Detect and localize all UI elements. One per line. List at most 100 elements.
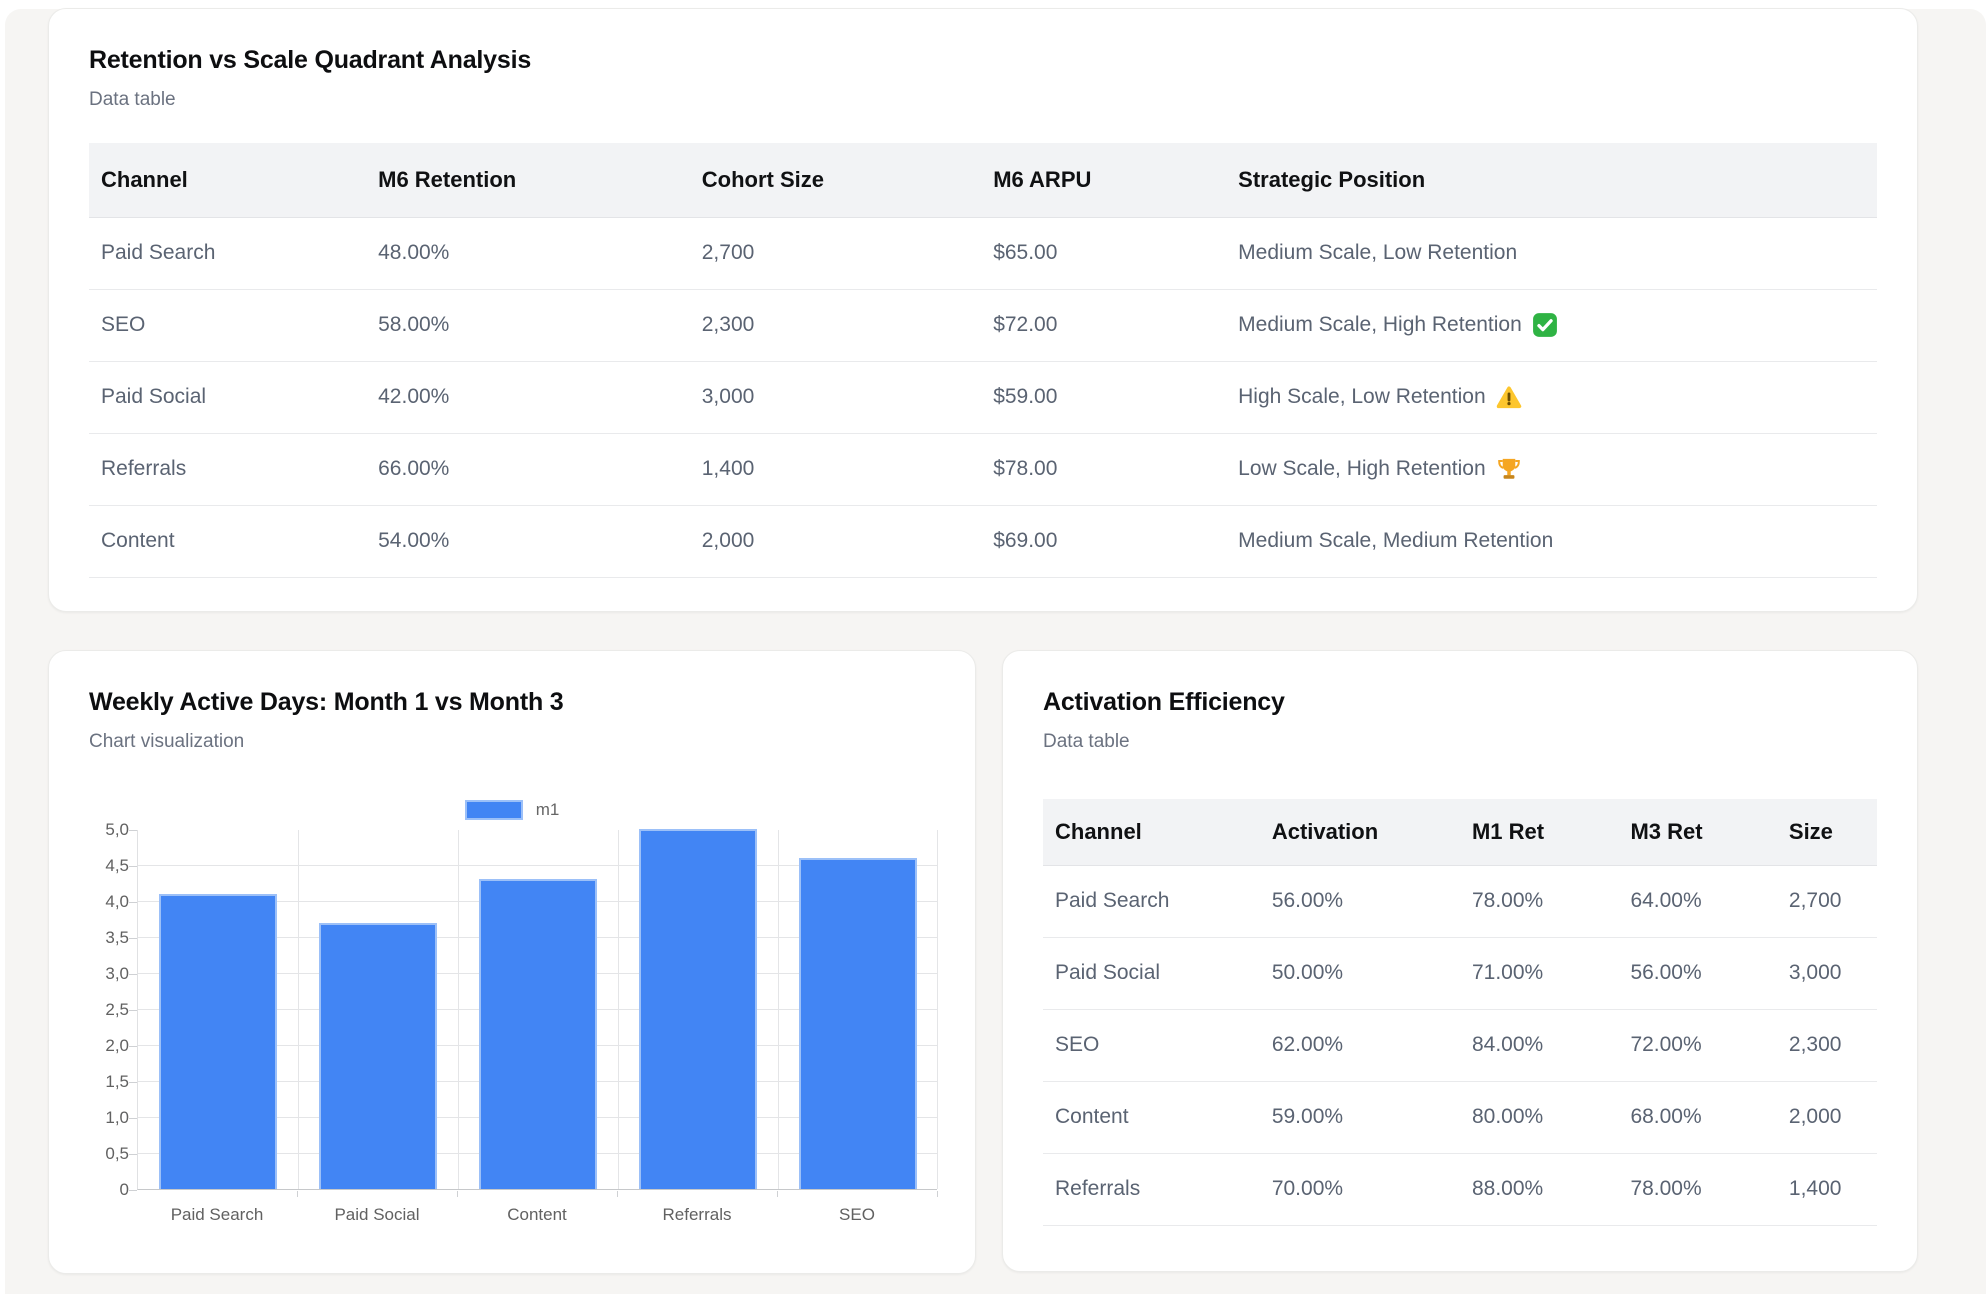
table-cell: SEO bbox=[1043, 1009, 1260, 1082]
column-header: Channel bbox=[89, 143, 367, 217]
y-axis-tick-label: 1,5 bbox=[105, 1072, 129, 1091]
bar-paid-social bbox=[319, 923, 437, 1189]
table-cell: Medium Scale, Low Retention bbox=[1226, 216, 1877, 290]
activation-card-title: Activation Efficiency bbox=[1043, 688, 1285, 716]
table-cell: 2,000 bbox=[1776, 1081, 1877, 1154]
chart-plot-area bbox=[137, 829, 938, 1190]
table-cell: 56.00% bbox=[1618, 937, 1777, 1010]
x-axis-category-label: Referrals bbox=[662, 1205, 732, 1224]
quadrant-card-subtitle: Data table bbox=[89, 89, 176, 110]
column-header: Strategic Position bbox=[1226, 143, 1877, 217]
gridline-horizontal bbox=[138, 865, 937, 866]
y-axis-tick-mark bbox=[129, 830, 137, 831]
table-cell: Medium Scale, High Retention bbox=[1226, 289, 1877, 362]
table-row: SEO 58.00% 2,300 $72.00 Medium Scale, High R… bbox=[89, 289, 1877, 362]
table-header-row: Channel Activation M1 Ret M3 Ret Size bbox=[1043, 799, 1877, 865]
table-cell: 68.00% bbox=[1618, 1081, 1777, 1154]
y-axis-tick-mark bbox=[129, 902, 137, 903]
table-cell: 42.00% bbox=[366, 361, 690, 434]
legend-swatch-m1 bbox=[464, 800, 523, 820]
table-cell: 71.00% bbox=[1459, 937, 1619, 1010]
y-axis-tick-label: 3,5 bbox=[105, 928, 129, 947]
table-cell: 2,700 bbox=[1776, 864, 1877, 938]
table-header-row: Channel M6 Retention Cohort Size M6 ARPU Str… bbox=[89, 143, 1877, 217]
table-cell: 3,000 bbox=[689, 361, 982, 434]
x-axis-tick-mark bbox=[617, 1191, 618, 1197]
table-cell: $69.00 bbox=[981, 505, 1227, 578]
table-cell: 58.00% bbox=[366, 289, 690, 362]
table-cell: 66.00% bbox=[366, 433, 690, 506]
table-cell: 2,700 bbox=[689, 216, 982, 290]
table-cell: Referrals bbox=[89, 433, 367, 506]
table-cell: Paid Social bbox=[89, 361, 367, 434]
y-axis-tick-label: 3,0 bbox=[105, 964, 129, 983]
table-cell: 48.00% bbox=[366, 216, 690, 290]
table-cell: 2,300 bbox=[689, 289, 982, 362]
x-axis-tick-mark bbox=[297, 1191, 298, 1197]
y-axis-tick-mark bbox=[129, 1010, 137, 1011]
table-cell: 72.00% bbox=[1618, 1009, 1777, 1082]
table-row: Paid Social 50.00% 71.00% 56.00% 3,000 bbox=[1043, 937, 1877, 1010]
activation-efficiency-card: Activation Efficiency Data table Channel… bbox=[1002, 650, 1918, 1272]
table-cell: 56.00% bbox=[1259, 864, 1460, 938]
y-axis-tick-label: 0 bbox=[119, 1180, 129, 1199]
chart-legend: m1 bbox=[89, 799, 935, 821]
y-axis-tick-label: 4,5 bbox=[105, 856, 129, 875]
table-cell: 64.00% bbox=[1618, 864, 1777, 938]
table-cell: 1,400 bbox=[1776, 1153, 1877, 1226]
y-axis-tick-label: 2,5 bbox=[105, 1000, 129, 1019]
table-row: SEO 62.00% 84.00% 72.00% 2,300 bbox=[1043, 1009, 1877, 1082]
table-cell: Paid Search bbox=[1043, 864, 1260, 938]
y-axis-tick-mark bbox=[129, 1118, 137, 1119]
table-cell: 2,300 bbox=[1776, 1009, 1877, 1082]
chart-card-subtitle: Chart visualization bbox=[89, 731, 245, 752]
table-cell: Referrals bbox=[1043, 1153, 1260, 1226]
warning-triangle-icon bbox=[1496, 384, 1522, 410]
column-header: Channel bbox=[1043, 799, 1260, 865]
table-cell: 1,400 bbox=[689, 433, 982, 506]
bar-chart: 0 0,5 1,0 1,5 2,0 2,5 3,0 3,5 4,0 4,5 5,0 Paid Sear… bbox=[89, 820, 938, 1242]
activation-card-subtitle: Data table bbox=[1043, 731, 1130, 752]
x-axis-category-label: Content bbox=[507, 1205, 567, 1224]
x-axis-category-label: SEO bbox=[839, 1205, 875, 1224]
bar-seo bbox=[799, 858, 917, 1189]
table-cell: Content bbox=[1043, 1081, 1260, 1154]
y-axis-tick-mark bbox=[129, 1082, 137, 1083]
column-header: Size bbox=[1776, 799, 1877, 865]
column-header: M3 Ret bbox=[1618, 799, 1777, 865]
y-axis-tick-label: 1,0 bbox=[105, 1108, 129, 1127]
table-cell: 62.00% bbox=[1259, 1009, 1460, 1082]
y-axis-tick-mark bbox=[129, 866, 137, 867]
table-cell: $78.00 bbox=[981, 433, 1227, 506]
column-header: M6 ARPU bbox=[981, 143, 1227, 217]
y-axis-tick-mark bbox=[129, 974, 137, 975]
activation-table: Channel Activation M1 Ret M3 Ret Size Paid Se… bbox=[1043, 799, 1877, 1226]
table-cell: 78.00% bbox=[1459, 864, 1619, 938]
bar-content bbox=[479, 879, 597, 1189]
x-axis-tick-mark bbox=[777, 1191, 778, 1197]
quadrant-analysis-card: Retention vs Scale Quadrant Analysis Dat… bbox=[48, 8, 1918, 612]
quadrant-card-title: Retention vs Scale Quadrant Analysis bbox=[89, 46, 532, 74]
strategic-position-text: Low Scale, High Retention bbox=[1238, 457, 1486, 480]
column-header: M1 Ret bbox=[1459, 799, 1619, 865]
table-cell: 59.00% bbox=[1259, 1081, 1460, 1154]
gridline-vertical bbox=[778, 830, 779, 1189]
table-cell: SEO bbox=[89, 289, 367, 362]
table-cell: 84.00% bbox=[1459, 1009, 1619, 1082]
table-cell: Paid Search bbox=[89, 216, 367, 290]
table-row: Paid Search 48.00% 2,700 $65.00 Medium Scale… bbox=[89, 216, 1877, 290]
chart-card-title: Weekly Active Days: Month 1 vs Month 3 bbox=[89, 688, 564, 716]
y-axis-tick-label: 2,0 bbox=[105, 1036, 129, 1055]
table-row: Referrals 66.00% 1,400 $78.00 Low Scale, Hig… bbox=[89, 433, 1877, 506]
strategic-position-text: High Scale, Low Retention bbox=[1238, 385, 1486, 408]
x-axis-category-label: Paid Search bbox=[170, 1205, 264, 1224]
x-axis-tick-mark bbox=[937, 1191, 938, 1197]
table-cell: Low Scale, High Retention bbox=[1226, 433, 1877, 506]
table-cell: High Scale, Low Retention bbox=[1226, 361, 1877, 434]
quadrant-table: Channel M6 Retention Cohort Size M6 ARPU Str… bbox=[89, 143, 1877, 578]
gridline-vertical bbox=[937, 830, 938, 1189]
gridline-vertical bbox=[298, 830, 299, 1189]
y-axis-tick-mark bbox=[129, 1190, 137, 1191]
table-cell: Paid Social bbox=[1043, 937, 1260, 1010]
bar-referrals bbox=[639, 829, 757, 1189]
